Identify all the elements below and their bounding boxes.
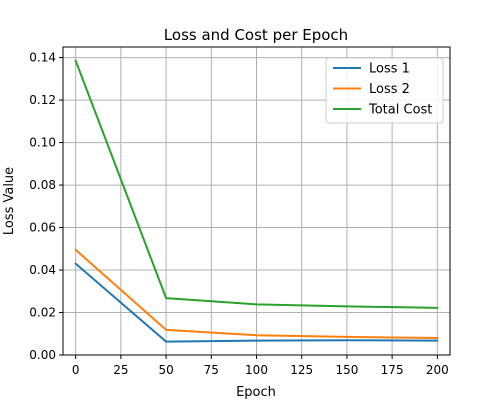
x-tick-label: 150 — [335, 363, 358, 377]
y-tick-label: 0.00 — [29, 348, 56, 362]
x-tick-label: 0 — [72, 363, 80, 377]
x-tick-label: 100 — [245, 363, 268, 377]
y-tick-label: 0.10 — [29, 136, 56, 150]
series-line-total-cost — [74, 59, 439, 309]
x-tick-label: 125 — [290, 363, 313, 377]
x-tick-label: 200 — [426, 363, 449, 377]
series-lines — [74, 59, 439, 343]
y-tick-label: 0.12 — [29, 93, 56, 107]
x-tick-label: 25 — [113, 363, 128, 377]
x-axis-label: Epoch — [236, 385, 276, 400]
grid — [63, 47, 450, 356]
y-tick-label: 0.08 — [29, 178, 56, 192]
legend-label-loss-1: Loss 1 — [369, 62, 410, 77]
legend: Loss 1 Loss 2 Total Cost — [325, 57, 444, 124]
axis-ticks: 0 25 50 75 100 125 150 175 200 0.00 0.02 0.04 0.06 0.… — [29, 51, 449, 377]
series-line-loss-2 — [74, 248, 439, 340]
legend-box — [325, 57, 444, 124]
legend-label-total-cost: Total Cost — [368, 103, 432, 118]
y-tick-label: 0.04 — [29, 263, 56, 277]
x-tick-label: 75 — [204, 363, 219, 377]
y-tick-label: 0.06 — [29, 221, 56, 235]
chart-title: Loss and Cost per Epoch — [164, 26, 348, 44]
y-tick-label: 0.14 — [29, 51, 56, 65]
legend-label-loss-2: Loss 2 — [369, 82, 410, 97]
x-tick-label: 50 — [158, 363, 173, 377]
y-tick-label: 0.02 — [29, 306, 56, 320]
y-axis-label: Loss Value — [2, 167, 17, 235]
series-line-loss-1 — [74, 262, 439, 343]
x-tick-label: 175 — [381, 363, 404, 377]
